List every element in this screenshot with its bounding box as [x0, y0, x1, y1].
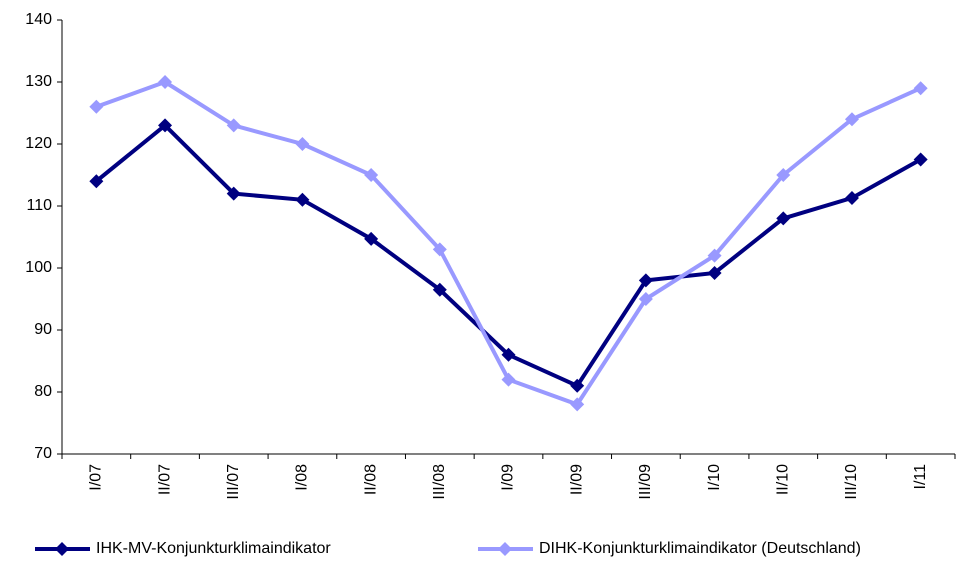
point-marker — [158, 75, 173, 89]
x-tick-label: III/07 — [225, 464, 242, 500]
x-tick-label: II/09 — [568, 464, 585, 495]
point-marker — [844, 190, 859, 205]
x-tick-label: I/07 — [88, 464, 105, 491]
y-tick-label: 80 — [34, 383, 52, 400]
point-marker — [570, 378, 585, 393]
x-tick-label: I/11 — [912, 464, 929, 490]
point-marker — [295, 137, 310, 151]
x-tick-label: III/09 — [637, 464, 654, 500]
point-marker — [226, 118, 241, 133]
y-tick-label: 110 — [26, 197, 52, 214]
y-tick-label: 100 — [25, 259, 52, 276]
point-marker — [89, 99, 104, 114]
point-marker — [570, 397, 585, 412]
y-tick-label: 70 — [34, 445, 52, 462]
legend-marker — [55, 542, 69, 556]
point-marker — [707, 265, 722, 280]
point-marker — [364, 231, 379, 246]
x-tick-label: II/07 — [156, 464, 173, 495]
point-marker — [638, 273, 653, 288]
point-marker — [432, 242, 447, 257]
point-marker — [913, 152, 928, 167]
legend-label: IHK-MV-Konjunkturklimaindikator — [96, 540, 331, 557]
point-marker — [295, 192, 310, 207]
x-tick-label: I/08 — [294, 464, 311, 491]
point-marker — [776, 211, 791, 226]
point-marker — [707, 248, 722, 263]
point-marker — [364, 168, 379, 182]
y-tick-label: 140 — [25, 11, 52, 28]
point-marker — [226, 186, 241, 201]
legend-marker — [498, 542, 512, 556]
legend-label: DIHK-Konjunkturklimaindikator (Deutschla… — [539, 540, 861, 557]
x-tick-label: I/10 — [706, 464, 723, 491]
y-tick-label: 130 — [25, 73, 52, 90]
x-tick-label: II/08 — [362, 464, 379, 495]
point-marker — [501, 347, 516, 362]
y-tick-label: 120 — [25, 135, 52, 152]
y-tick-label: 90 — [34, 321, 52, 338]
point-marker — [89, 174, 104, 189]
point-marker — [432, 282, 447, 297]
point-marker — [776, 168, 791, 182]
point-marker — [638, 292, 653, 306]
x-tick-label: I/09 — [500, 464, 517, 491]
point-marker — [844, 112, 859, 127]
point-marker — [913, 81, 928, 96]
x-tick-label: III/10 — [843, 464, 860, 500]
point-marker — [158, 118, 173, 133]
x-tick-label: II/10 — [774, 464, 791, 495]
point-marker — [501, 372, 516, 387]
x-tick-label: III/08 — [431, 464, 448, 500]
